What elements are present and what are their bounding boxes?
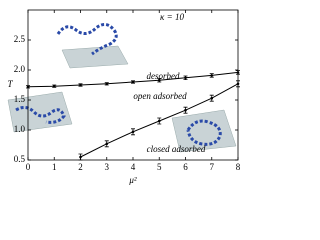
y-tick-label: 2.5 (14, 34, 26, 44)
annotation: open adsorbed (133, 91, 187, 101)
y-axis-label: T (7, 79, 13, 89)
point (236, 71, 240, 74)
point (79, 155, 82, 159)
point (184, 76, 187, 80)
x-tick-label: 0 (26, 162, 31, 172)
series-line (27, 71, 239, 88)
x-tick-label: 2 (78, 162, 83, 172)
inset-polymer (15, 105, 66, 124)
inset-surface (171, 109, 237, 153)
x-tick-label: 4 (131, 162, 136, 172)
y-tick-label: 1.5 (14, 94, 26, 104)
point (157, 78, 161, 82)
y-tick-label: 1.0 (14, 124, 26, 134)
x-tick-label: 8 (236, 162, 241, 172)
x-tick-label: 5 (157, 162, 162, 172)
point (131, 80, 135, 84)
point (236, 82, 240, 86)
x-tick-label: 7 (210, 162, 215, 172)
point (184, 108, 187, 112)
point (105, 142, 109, 146)
x-tick-label: 3 (105, 162, 110, 172)
point (157, 119, 161, 123)
inset-surface (61, 45, 129, 69)
x-tick-label: 1 (52, 162, 57, 172)
point (105, 82, 109, 86)
point (79, 83, 82, 87)
inset-polymer (186, 119, 222, 146)
point (210, 96, 214, 100)
x-tick-label: 6 (183, 162, 188, 172)
y-tick-label: 2.0 (14, 64, 26, 74)
chart: T μ² 0.5 1.0 1.5 2.0 2.5 0 1 2 3 4 5 6 7 8 κ = 10 desor… (7, 9, 241, 185)
point (26, 85, 30, 89)
inset-images (7, 23, 237, 153)
y-tick-label: 0.5 (14, 154, 26, 164)
x-axis-label: μ² (128, 175, 137, 185)
point (52, 84, 56, 88)
annotation: κ = 10 (160, 12, 184, 22)
annotation: desorbed (147, 71, 180, 81)
annotation: closed adsorbed (147, 144, 206, 154)
point (131, 130, 135, 134)
point (210, 74, 214, 77)
